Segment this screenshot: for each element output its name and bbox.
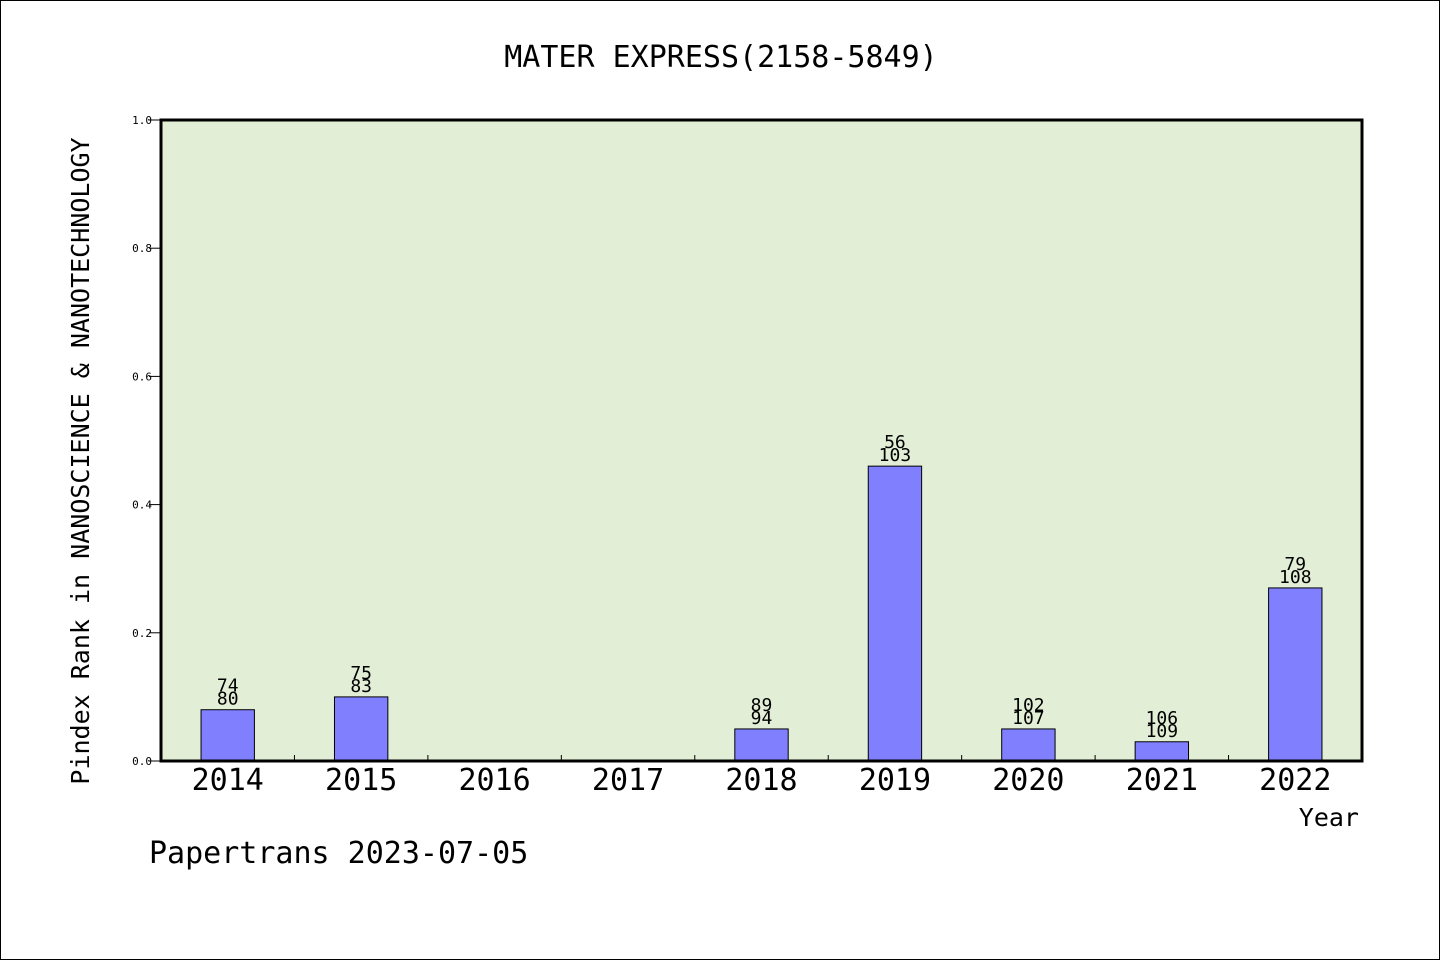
- data-label-top-2015: 75: [350, 663, 372, 684]
- bar-2014: [200, 709, 255, 762]
- data-label-bottom-2022: 108: [1279, 567, 1312, 588]
- y-tick-label-2: 0.4: [132, 499, 152, 512]
- y-axis-label: Pindex Rank in NANOSCIENCE & NANOTECHNOL…: [66, 137, 95, 784]
- data-label-top-2019: 56: [884, 432, 906, 453]
- chart-title: MATER EXPRESS(2158-5849): [504, 40, 937, 75]
- x-tick-label-2020: 2020: [992, 763, 1064, 798]
- y-tick-label-0: 0.0: [132, 755, 152, 768]
- x-tick-label-2018: 2018: [725, 763, 797, 798]
- data-label-bottom-2018: 94: [751, 708, 773, 729]
- footer-credit: Papertrans 2023-07-05: [149, 836, 528, 871]
- plot-area: [161, 120, 1362, 761]
- bar-2019: [867, 465, 923, 762]
- data-label-top-2014: 74: [217, 676, 239, 697]
- x-tick-label-2015: 2015: [325, 763, 397, 798]
- y-tick-label-5: 1.0: [132, 114, 152, 127]
- bar-2018: [734, 728, 789, 762]
- data-label-bottom-2015: 83: [350, 676, 372, 697]
- y-tick-label-4: 0.8: [132, 242, 152, 255]
- data-label-top-2021: 106: [1146, 708, 1179, 729]
- data-label-top-2022: 79: [1284, 554, 1306, 575]
- data-label-bottom-2020: 107: [1012, 708, 1045, 729]
- y-tick-label-1: 0.2: [132, 627, 152, 640]
- bar-2015: [333, 696, 389, 762]
- plot-border: [159, 118, 1364, 763]
- bar-2021: [1134, 741, 1190, 762]
- y-tick-label-3: 0.6: [132, 370, 152, 383]
- data-label-bottom-2014: 80: [217, 689, 239, 710]
- x-tick-label-2014: 2014: [192, 763, 264, 798]
- x-axis-label: Year: [1299, 803, 1359, 832]
- data-label-bottom-2021: 109: [1146, 721, 1179, 742]
- bar-2020: [1001, 728, 1056, 762]
- data-label-bottom-2019: 103: [879, 445, 912, 466]
- x-tick-label-2016: 2016: [458, 763, 530, 798]
- data-label-top-2020: 102: [1012, 695, 1045, 716]
- bar-2022: [1268, 587, 1323, 762]
- data-label-top-2018: 89: [751, 695, 773, 716]
- ticks-group: 2014 2015 2016 2017 2018 2019 2020 2021 2022 0.0 0…: [132, 114, 1331, 798]
- x-tick-label-2017: 2017: [592, 763, 664, 798]
- x-tick-label-2022: 2022: [1259, 763, 1331, 798]
- x-tick-label-2021: 2021: [1126, 763, 1198, 798]
- x-tick-label-2019: 2019: [859, 763, 931, 798]
